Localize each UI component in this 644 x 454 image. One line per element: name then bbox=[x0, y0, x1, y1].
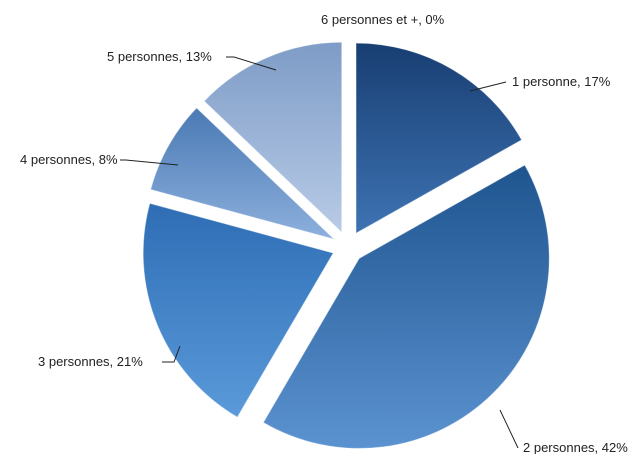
data-label-slice-5: 5 personnes, 13% bbox=[107, 49, 212, 64]
pie-slices bbox=[142, 41, 550, 449]
data-label-slice-4: 4 personnes, 8% bbox=[20, 152, 118, 167]
data-label-slice-6: 6 personnes et +, 0% bbox=[321, 12, 445, 27]
pie-slice-4 bbox=[150, 107, 335, 240]
data-label-slice-2: 2 personnes, 42% bbox=[523, 440, 628, 454]
data-label-slice-1: 1 personne, 17% bbox=[512, 74, 611, 89]
data-labels: 1 personne, 17% 2 personnes, 42% 3 perso… bbox=[20, 12, 628, 454]
leader-line-slice-1 bbox=[469, 81, 507, 92]
leader-line-slice-3 bbox=[162, 345, 181, 363]
leader-line-slice-4 bbox=[120, 159, 179, 166]
pie-slice-2 bbox=[262, 164, 550, 449]
leader-line-slice-5 bbox=[226, 56, 277, 71]
pie-slice-3 bbox=[142, 202, 334, 418]
leader-lines bbox=[120, 56, 519, 449]
pie-slice-5 bbox=[203, 41, 343, 234]
data-label-slice-3: 3 personnes, 21% bbox=[38, 354, 143, 369]
leader-line-slice-2 bbox=[499, 409, 519, 449]
pie-slice-1 bbox=[355, 42, 523, 235]
